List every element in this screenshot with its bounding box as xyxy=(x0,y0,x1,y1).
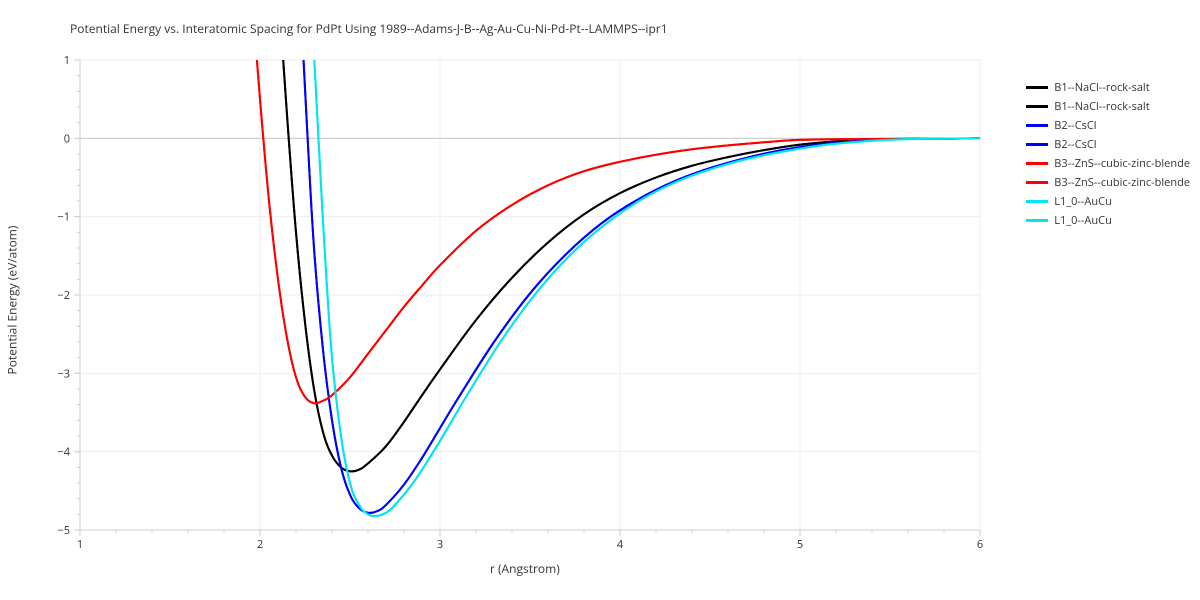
x-tick-label: 4 xyxy=(617,537,624,552)
legend-item-2[interactable]: B2--CsCl xyxy=(1026,118,1190,133)
y-tick-label: −5 xyxy=(57,523,70,538)
y-tick-label: −3 xyxy=(57,366,70,381)
x-tick-label: 3 xyxy=(437,537,443,552)
x-tick-label: 5 xyxy=(797,537,803,552)
legend-item-7[interactable]: L1_0--AuCu xyxy=(1026,213,1190,228)
legend-label: B1--NaCl--rock-salt xyxy=(1054,99,1149,114)
legend-item-1[interactable]: B1--NaCl--rock-salt xyxy=(1026,99,1190,114)
y-tick-label: −4 xyxy=(57,445,70,460)
legend-label: B2--CsCl xyxy=(1054,118,1096,133)
legend-swatch xyxy=(1026,86,1048,89)
legend-item-0[interactable]: B1--NaCl--rock-salt xyxy=(1026,80,1190,95)
legend-label: B3--ZnS--cubic-zinc-blende xyxy=(1054,156,1190,171)
legend-label: B3--ZnS--cubic-zinc-blende xyxy=(1054,175,1190,190)
y-tick-label: 0 xyxy=(64,131,70,146)
legend-swatch xyxy=(1026,200,1048,203)
plot-area[interactable]: 1 2 3 4 5 6 −5 −4 −3 −2 −1 0 1 xyxy=(0,0,985,560)
legend-swatch xyxy=(1026,105,1048,108)
y-tick-label: 1 xyxy=(64,53,70,68)
y-tick-label: −1 xyxy=(57,210,70,225)
legend-item-5[interactable]: B3--ZnS--cubic-zinc-blende xyxy=(1026,175,1190,190)
legend-swatch xyxy=(1026,219,1048,222)
legend-label: L1_0--AuCu xyxy=(1054,213,1112,228)
legend-item-4[interactable]: B3--ZnS--cubic-zinc-blende xyxy=(1026,156,1190,171)
chart-container: Potential Energy vs. Interatomic Spacing… xyxy=(0,0,1200,600)
y-tick-label: −2 xyxy=(57,288,70,303)
x-tick-label: 6 xyxy=(977,537,983,552)
x-axis-label: r (Angstrom) xyxy=(490,560,560,577)
legend-item-3[interactable]: B2--CsCl xyxy=(1026,137,1190,152)
legend: B1--NaCl--rock-salt B1--NaCl--rock-salt B2… xyxy=(1026,80,1190,232)
legend-label: B1--NaCl--rock-salt xyxy=(1054,80,1149,95)
x-tick-label: 2 xyxy=(257,537,263,552)
legend-swatch xyxy=(1026,181,1048,184)
legend-swatch xyxy=(1026,162,1048,165)
x-tick-label: 1 xyxy=(77,537,83,552)
legend-label: B2--CsCl xyxy=(1054,137,1096,152)
legend-label: L1_0--AuCu xyxy=(1054,194,1112,209)
legend-swatch xyxy=(1026,124,1048,127)
legend-item-6[interactable]: L1_0--AuCu xyxy=(1026,194,1190,209)
legend-swatch xyxy=(1026,143,1048,146)
